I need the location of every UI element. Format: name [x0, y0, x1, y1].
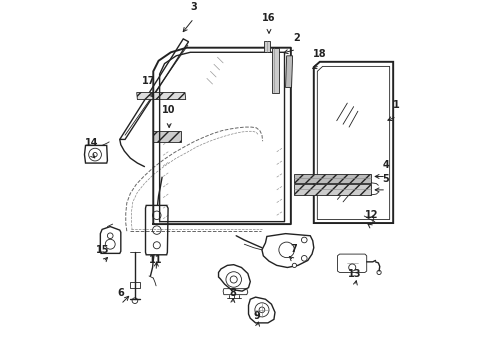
Text: 18: 18	[313, 49, 327, 59]
Polygon shape	[294, 184, 371, 195]
Text: 16: 16	[262, 13, 276, 23]
Polygon shape	[265, 41, 270, 52]
Text: 7: 7	[290, 244, 297, 254]
Text: 14: 14	[85, 138, 98, 148]
Text: 10: 10	[162, 105, 176, 116]
Polygon shape	[137, 93, 186, 100]
Text: 17: 17	[142, 76, 156, 86]
Circle shape	[301, 237, 307, 243]
Text: 3: 3	[191, 2, 197, 12]
Text: 8: 8	[229, 288, 236, 298]
Text: 9: 9	[254, 311, 261, 321]
Text: 2: 2	[293, 33, 299, 43]
Text: 15: 15	[97, 246, 110, 256]
Text: 13: 13	[348, 270, 362, 279]
Text: 6: 6	[118, 288, 124, 298]
Polygon shape	[272, 48, 278, 93]
Polygon shape	[286, 56, 293, 87]
Polygon shape	[294, 174, 371, 183]
Text: 1: 1	[393, 100, 400, 110]
Text: 5: 5	[383, 174, 390, 184]
Text: 12: 12	[365, 210, 378, 220]
Text: 11: 11	[149, 255, 163, 265]
Circle shape	[292, 263, 296, 267]
Text: 4: 4	[383, 160, 390, 170]
Polygon shape	[153, 131, 181, 142]
Circle shape	[301, 256, 307, 261]
